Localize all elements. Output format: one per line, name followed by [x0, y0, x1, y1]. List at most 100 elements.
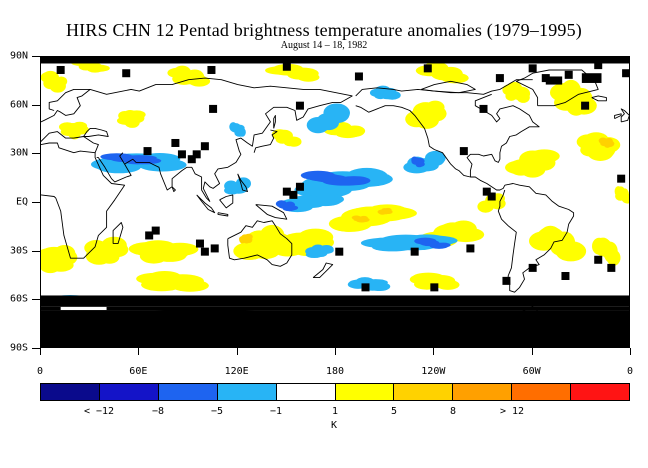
anomaly-region-blue: [414, 237, 451, 249]
anomaly-region-yellow: [265, 64, 320, 82]
color-scale-swatch: [99, 384, 159, 400]
lon-label: 60E: [129, 366, 148, 377]
anomaly-map: [40, 56, 630, 348]
anomaly-region-yellow: [591, 237, 621, 266]
missing-data-cell: [282, 62, 291, 71]
coastline: [355, 105, 506, 191]
page-title: HIRS CHN 12 Pentad brightness temperatur…: [65, 20, 582, 40]
anomaly-region-yellow: [167, 65, 211, 87]
coastline: [41, 306, 629, 330]
coastline: [312, 262, 334, 279]
missing-data-cell: [495, 74, 504, 83]
lat-label: 30N: [9, 147, 28, 159]
lat-label: 90N: [9, 50, 28, 62]
anomaly-region-yellow: [576, 132, 621, 161]
missing-data-cell: [410, 247, 419, 256]
missing-data-cell: [466, 244, 475, 253]
anomaly-region-orange: [377, 207, 393, 215]
lon-label: 120E: [224, 366, 249, 377]
lat-tick: [32, 299, 40, 301]
coastline: [237, 173, 248, 193]
anomaly-region-blue: [275, 200, 299, 212]
missing-data-cell: [617, 174, 626, 183]
anomaly-map-canvas: [41, 57, 629, 347]
color-scale-label: −1: [269, 406, 283, 417]
color-scale-swatch: [394, 384, 454, 400]
color-scale-label: 5: [390, 406, 398, 417]
anomaly-region-yellow: [415, 62, 469, 84]
lon-label: 60W: [522, 366, 541, 377]
coastline: [41, 131, 99, 154]
coastline: [466, 93, 540, 177]
anomaly-region-yellow: [328, 204, 417, 232]
lon-label: 0: [626, 366, 634, 377]
anomaly-region-yellow: [116, 110, 146, 128]
lon-tick: [335, 348, 336, 355]
anomaly-region-orange: [239, 233, 253, 244]
missing-data-cell: [200, 247, 209, 256]
color-scale-bar: [40, 383, 630, 401]
date-subtitle: August 14 – 18, 1982: [280, 40, 368, 51]
missing-data-cell: [561, 272, 570, 280]
lat-label: 30S: [9, 245, 28, 257]
missing-data-cell: [354, 72, 363, 81]
lat-label: EQ: [15, 196, 28, 208]
coastline: [614, 113, 622, 120]
missing-data-cell: [541, 74, 550, 83]
anomaly-region-cyan: [403, 150, 446, 174]
lat-tick: [32, 56, 40, 57]
coastline: [620, 108, 629, 123]
anomaly-region-yellow: [41, 70, 68, 93]
missing-data-cell: [143, 147, 152, 156]
missing-data-cell: [122, 69, 131, 78]
missing-data-cell: [502, 276, 511, 285]
missing-data-cell: [423, 64, 432, 73]
anomaly-region-yellow: [271, 129, 302, 147]
coastline: [219, 194, 234, 209]
coastline: [515, 69, 599, 107]
coastline: [253, 129, 278, 153]
anomaly-region-yellow: [41, 244, 78, 274]
lon-tick: [433, 348, 435, 355]
missing-data-cell: [192, 150, 201, 159]
lat-label: 60S: [9, 293, 28, 305]
lon-tick: [236, 348, 238, 355]
missing-data-cell: [607, 263, 616, 272]
color-scale-label: 8: [449, 406, 457, 417]
missing-data-cell: [295, 182, 304, 191]
anomaly-region-blue: [100, 153, 162, 165]
missing-data-band: [545, 76, 563, 85]
missing-data-cell: [282, 187, 291, 196]
missing-data-cell: [361, 283, 370, 292]
lat-tick: [32, 104, 40, 106]
anomaly-region-yellow: [84, 236, 129, 265]
missing-data-band: [41, 295, 629, 307]
lat-label: 60N: [9, 99, 28, 111]
missing-data-cell: [581, 101, 590, 110]
missing-data-cell: [482, 187, 491, 196]
missing-data-cell: [295, 101, 304, 110]
missing-data-cell: [594, 61, 603, 70]
anomaly-region-blue: [411, 156, 425, 168]
coastline: [119, 152, 125, 165]
anomaly-region-cyan: [229, 122, 246, 137]
anomaly-region-cyan: [305, 244, 334, 259]
anomaly-region-blue: [300, 170, 371, 186]
color-scale-swatch: [217, 384, 277, 400]
missing-data-cell: [177, 150, 186, 159]
lon-tick: [40, 348, 41, 355]
color-scale-swatch: [158, 384, 218, 400]
lat-tick: [32, 348, 40, 349]
color-scale-label: −5: [210, 406, 224, 417]
missing-data-cell: [594, 255, 603, 264]
anomaly-region-yellow: [405, 100, 447, 129]
anomaly-region-orange: [598, 137, 615, 148]
color-scale-swatch: [571, 384, 630, 400]
color-scale-swatch: [335, 384, 395, 400]
missing-data-cell: [430, 283, 439, 292]
missing-data-cell: [207, 65, 216, 74]
missing-data-cell: [210, 244, 219, 253]
coastline: [217, 212, 229, 217]
lon-tick: [531, 348, 533, 355]
lat-tick: [32, 250, 40, 252]
